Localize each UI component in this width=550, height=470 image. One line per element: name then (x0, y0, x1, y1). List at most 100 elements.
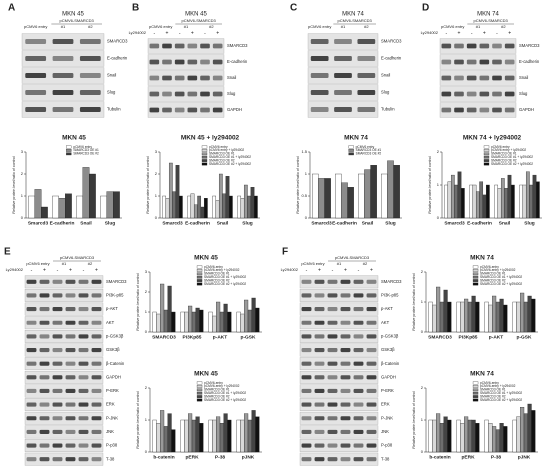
protein-label: JNK (381, 429, 389, 434)
y-tick-label: 1 (421, 299, 424, 304)
protein-label: PI3K-p85 (106, 293, 124, 298)
blot-band (340, 416, 351, 421)
blot-band (200, 43, 210, 49)
x-tick-label: p-AKT (489, 334, 503, 340)
bar (163, 426, 168, 453)
bar (195, 307, 200, 333)
blot-band (174, 75, 185, 81)
blot-strip (147, 54, 225, 70)
blot-band (174, 107, 185, 113)
blot-band (91, 402, 102, 407)
blot-band (353, 293, 364, 298)
bar (471, 295, 476, 333)
blot-band (334, 55, 352, 62)
legend-label: SMARCD3 OE #2 (209, 158, 235, 162)
blot-band (466, 107, 477, 113)
blot-strip (147, 70, 225, 86)
bar (460, 301, 465, 333)
legend-swatch (483, 162, 490, 166)
blot-band (78, 457, 89, 462)
legend-swatch (196, 275, 203, 279)
blot-band (149, 43, 160, 49)
bar (454, 184, 459, 219)
blot-strip (299, 398, 379, 411)
blot-band (454, 43, 464, 49)
blot-band (65, 429, 76, 434)
protein-label: Tubulin (381, 107, 395, 112)
bar (436, 286, 441, 333)
protein-label: Slug (227, 91, 236, 96)
blot-band (314, 416, 325, 421)
blot-strip (24, 398, 104, 411)
blot-band (310, 55, 329, 62)
bar (529, 184, 534, 219)
bar (484, 301, 489, 333)
blot-band (52, 375, 63, 380)
blot-band (52, 347, 63, 353)
blot-band (454, 91, 464, 97)
blot-band (79, 89, 101, 96)
x-tick-label: P-38 (215, 454, 225, 460)
blot-band (310, 72, 329, 79)
bar (527, 295, 532, 333)
bar (225, 176, 230, 219)
bar (464, 298, 469, 333)
blot-band (314, 320, 325, 325)
vector-label: pCMV6-SMARCD3 (182, 18, 217, 23)
blot-band (366, 457, 377, 462)
blot-strip (24, 275, 104, 289)
bar (472, 184, 477, 219)
bar (512, 419, 517, 453)
blot-band (91, 293, 102, 298)
blot-band (39, 279, 50, 284)
blot-band (65, 416, 76, 421)
y-tick-label: 1 (305, 171, 308, 176)
cell-line-title: MKN 45 (185, 12, 207, 18)
blot-band (310, 106, 329, 113)
treatment-label: Ly294002 (421, 30, 439, 35)
legend-swatch (201, 149, 208, 152)
entry-label: pCMV6 entry (301, 261, 324, 266)
bar (160, 410, 165, 453)
y-tick-label: 3 (145, 269, 148, 274)
bar (180, 311, 185, 333)
blot-band (25, 89, 47, 96)
bar (244, 413, 249, 453)
treatment-sign: + (191, 30, 194, 36)
bar (199, 423, 204, 453)
blot-band (52, 72, 74, 79)
clone-label: #1 (61, 24, 66, 29)
blot-strip (24, 384, 104, 398)
bar (467, 419, 472, 453)
bar (247, 419, 252, 453)
blot-band (79, 106, 101, 113)
blot-band (301, 347, 312, 353)
bar (393, 165, 400, 219)
bar (381, 173, 388, 219)
blot-band (78, 388, 89, 394)
blot-band (366, 320, 377, 325)
bar (492, 295, 497, 333)
blot-band (162, 75, 172, 81)
bar (58, 198, 66, 219)
blot-band (52, 55, 74, 62)
bar (218, 173, 223, 219)
blot-band (340, 307, 351, 312)
blot-strip (439, 102, 517, 118)
x-tick-label: pJNK (518, 454, 531, 460)
blot-strip (147, 38, 225, 54)
protein-label: GSK3β (106, 347, 120, 352)
blot-band (327, 443, 338, 448)
legend-label: SMARCD3 OE #1 + ly294002 (204, 391, 246, 395)
blot-band (26, 334, 37, 339)
blot-band (454, 75, 464, 81)
protein-label: SMARCD3 (381, 39, 402, 44)
bar (253, 195, 258, 219)
blot-band (353, 320, 364, 325)
protein-label: Snail (107, 73, 116, 78)
bar (251, 410, 256, 453)
blot-band (162, 107, 172, 113)
clone-label: #2 (209, 24, 214, 29)
treatment-sign: - (306, 267, 308, 273)
blot-band (301, 375, 312, 380)
